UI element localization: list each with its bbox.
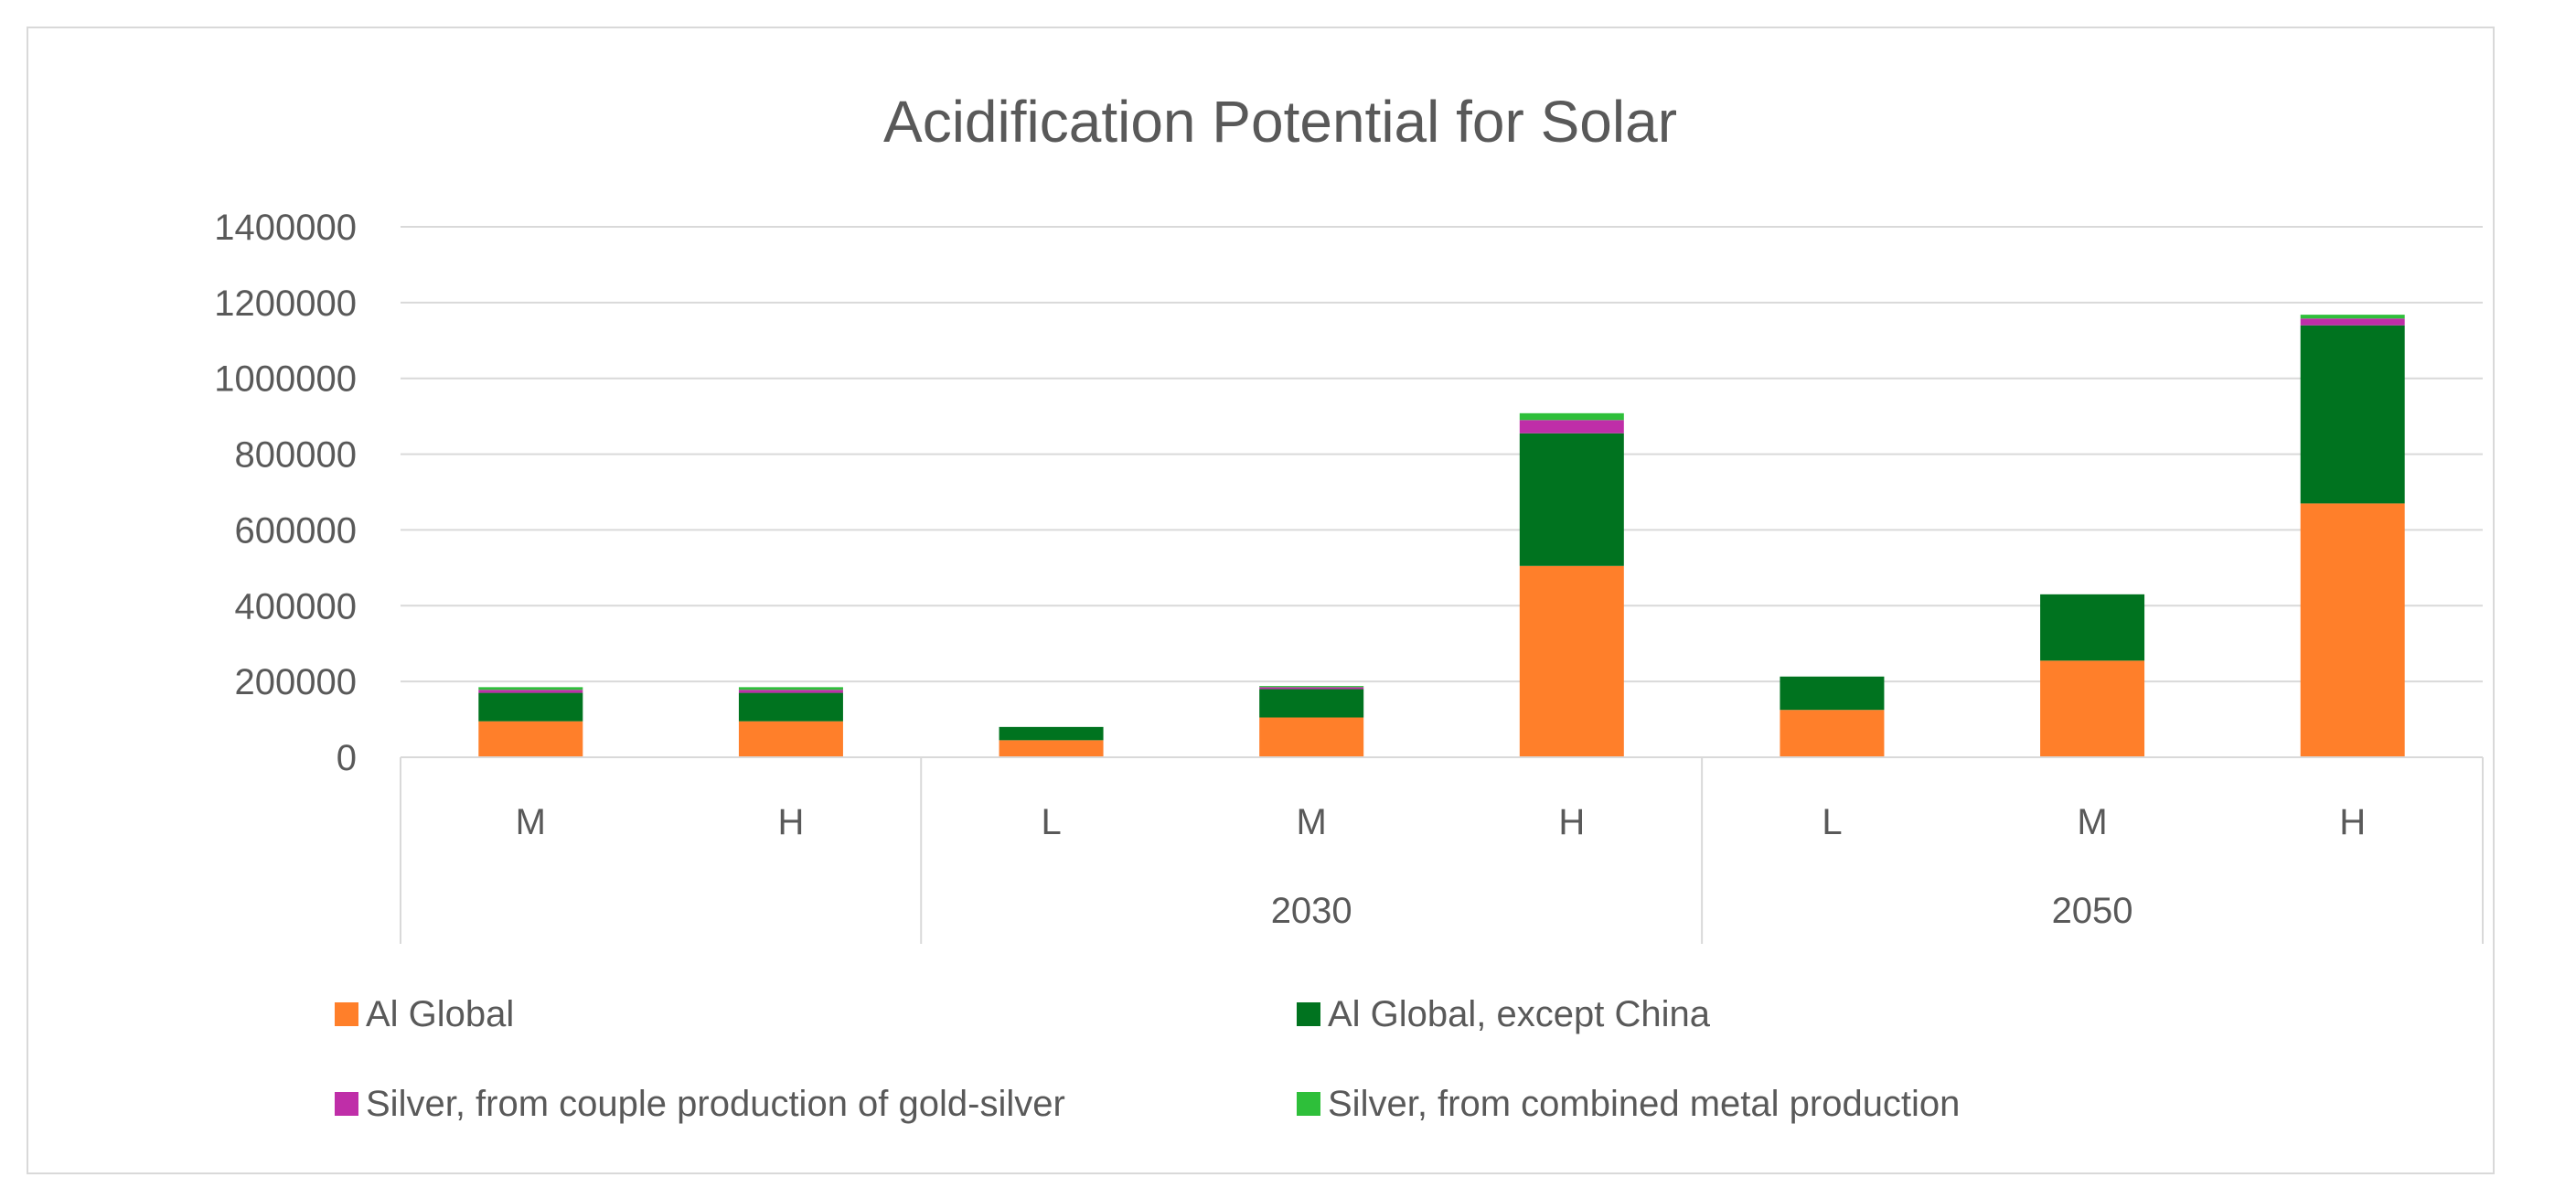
bar-segment [738, 687, 843, 690]
bar-segment [2300, 318, 2405, 326]
y-tick-label: 800000 [235, 435, 357, 476]
bar-segment [2300, 315, 2405, 319]
y-axis: 0 200000 400000 600000 800000 1000000 1200000 1… [214, 208, 357, 778]
x-tick-label: H [2339, 802, 2366, 842]
legend-label: Silver, from couple production of gold-s… [366, 1084, 1065, 1124]
bar-segment [478, 687, 583, 690]
bar-segment [2040, 660, 2145, 757]
legend: Al Global Al Global, except China Silver, … [335, 994, 1960, 1124]
bar-segment [738, 690, 843, 693]
legend-label: Silver, from combined metal production [1328, 1084, 1960, 1124]
legend-swatch [335, 1002, 358, 1026]
bar-segment [2040, 594, 2145, 661]
x-tick-label: H [777, 802, 804, 842]
legend-swatch [1297, 1002, 1320, 1026]
y-tick-label: 0 [337, 738, 357, 778]
y-tick-label: 1200000 [214, 284, 357, 324]
bar-segment [738, 721, 843, 757]
x-tick-label: M [516, 802, 546, 842]
bar-segment [1259, 689, 1364, 718]
bar-segment [1259, 717, 1364, 757]
bar-segment [2300, 503, 2405, 757]
x-tick-label: L [1041, 802, 1061, 842]
legend-swatch [335, 1092, 358, 1116]
legend-item: Al Global [335, 994, 514, 1034]
bar-segment [1519, 412, 1624, 421]
bar-segment [738, 692, 843, 722]
legend-label: Al Global [366, 994, 514, 1034]
bar-segment [1780, 676, 1885, 711]
bar-segment [478, 692, 583, 722]
bar-segment [1259, 686, 1364, 688]
legend-item: Al Global, except China [1297, 994, 1711, 1034]
gridlines [401, 226, 2483, 758]
bar-segment [1519, 433, 1624, 566]
bar-segment [999, 726, 1104, 741]
legend-item: Silver, from combined metal production [1297, 1084, 1960, 1124]
chart-title: Acidification Potential for Solar [883, 89, 1677, 155]
y-tick-label: 200000 [235, 662, 357, 702]
bar-segment [2300, 325, 2405, 504]
bar-segment [1519, 420, 1624, 434]
x-tick-label: M [2077, 802, 2107, 842]
x-tick-label: H [1558, 802, 1585, 842]
y-tick-label: 600000 [235, 510, 357, 551]
x-group-label: 2030 [1271, 891, 1352, 931]
x-tick-label: M [1297, 802, 1327, 842]
legend-label: Al Global, except China [1328, 994, 1711, 1034]
y-tick-label: 1000000 [214, 359, 357, 400]
y-tick-label: 400000 [235, 586, 357, 626]
legend-swatch [1297, 1092, 1320, 1116]
bars [478, 315, 2405, 757]
bar-segment [478, 721, 583, 757]
bar-segment [478, 690, 583, 693]
bar-segment [1259, 687, 1364, 690]
bar-segment [1780, 710, 1885, 757]
legend-item: Silver, from couple production of gold-s… [335, 1084, 1065, 1124]
y-tick-label: 1400000 [214, 208, 357, 248]
x-tick-label: L [1822, 802, 1842, 842]
x-group-label: 2050 [2052, 891, 2133, 931]
bar-segment [1519, 565, 1624, 757]
x-axis: M H L M H L M H 2030 2050 [400, 756, 2484, 944]
bar-segment [999, 740, 1104, 757]
